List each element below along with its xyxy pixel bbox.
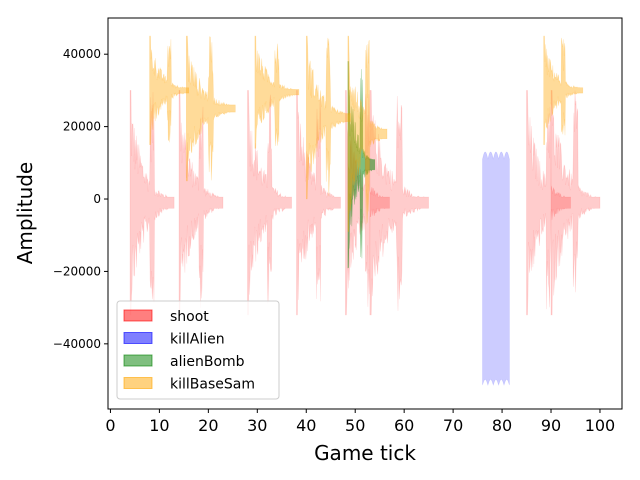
legend-label: alienBomb [170, 354, 245, 370]
killBaseSam-event-6 [543, 35, 584, 145]
legend-label: killAlien [170, 332, 225, 348]
y-tick-label: 20000 [63, 120, 101, 134]
shoot-event-4 [296, 90, 341, 316]
legend-item-alienBomb: alienBomb [123, 354, 245, 370]
x-axis-label: Game tick [314, 441, 416, 465]
legend-label: shoot [170, 309, 209, 325]
x-tick-label: 60 [394, 416, 414, 435]
x-tick-label: 40 [296, 416, 316, 435]
x-tick-label: 100 [585, 416, 616, 435]
killBaseSam-event-5 [347, 35, 388, 232]
shoot-event-8 [550, 90, 601, 316]
y-tick-label: −20000 [53, 264, 101, 278]
series-shoot [129, 90, 601, 316]
x-tick-label: 20 [198, 416, 218, 435]
y-tick-label: −40000 [53, 337, 101, 351]
killAlien-event-1 [482, 151, 510, 387]
legend: shoot killAlien alienBomb killBaseSam [116, 300, 280, 400]
x-tick-label: 0 [105, 416, 115, 435]
killBaseSam-event-3 [254, 35, 300, 149]
x-tick-label: 80 [492, 416, 512, 435]
legend-label: killBaseSam [170, 377, 255, 393]
y-axis: −40000 −20000 0 20000 40000 [53, 47, 108, 351]
legend-swatch [123, 309, 153, 322]
y-tick-label: 0 [93, 192, 101, 206]
shoot-event-1 [129, 90, 175, 316]
legend-item-shoot: shoot [123, 309, 209, 325]
axes-frame [107, 17, 623, 410]
x-tick-label: 10 [149, 416, 169, 435]
shoot-event-7 [526, 90, 571, 316]
killBaseSam-event-4 [306, 35, 351, 200]
killBaseSam-event-1 [149, 35, 190, 145]
legend-swatch [123, 377, 153, 389]
x-axis: 0 10 20 30 40 50 60 70 80 90 100 [105, 409, 615, 435]
x-tick-label: 70 [443, 416, 463, 435]
y-tick-label: 40000 [63, 47, 101, 61]
x-tick-label: 50 [345, 416, 365, 435]
plot-area [129, 35, 601, 387]
x-tick-label: 30 [247, 416, 267, 435]
killBaseSam-event-2 [186, 35, 236, 182]
shoot-event-3 [247, 90, 292, 316]
legend-item-killBaseSam: killBaseSam [123, 377, 255, 393]
legend-box [116, 300, 280, 400]
legend-swatch [123, 354, 153, 367]
x-tick-label: 90 [541, 416, 561, 435]
y-axis-label: Amplitude [13, 162, 37, 265]
series-killBaseSam [149, 35, 584, 232]
legend-item-killAlien: killAlien [123, 332, 225, 348]
series-alienBomb [347, 61, 376, 269]
legend-swatch [123, 332, 153, 344]
series-killAlien [482, 151, 510, 387]
shoot-event-2 [178, 90, 224, 316]
shoot-event-6 [369, 90, 429, 316]
alienBomb-event-1 [347, 61, 376, 269]
